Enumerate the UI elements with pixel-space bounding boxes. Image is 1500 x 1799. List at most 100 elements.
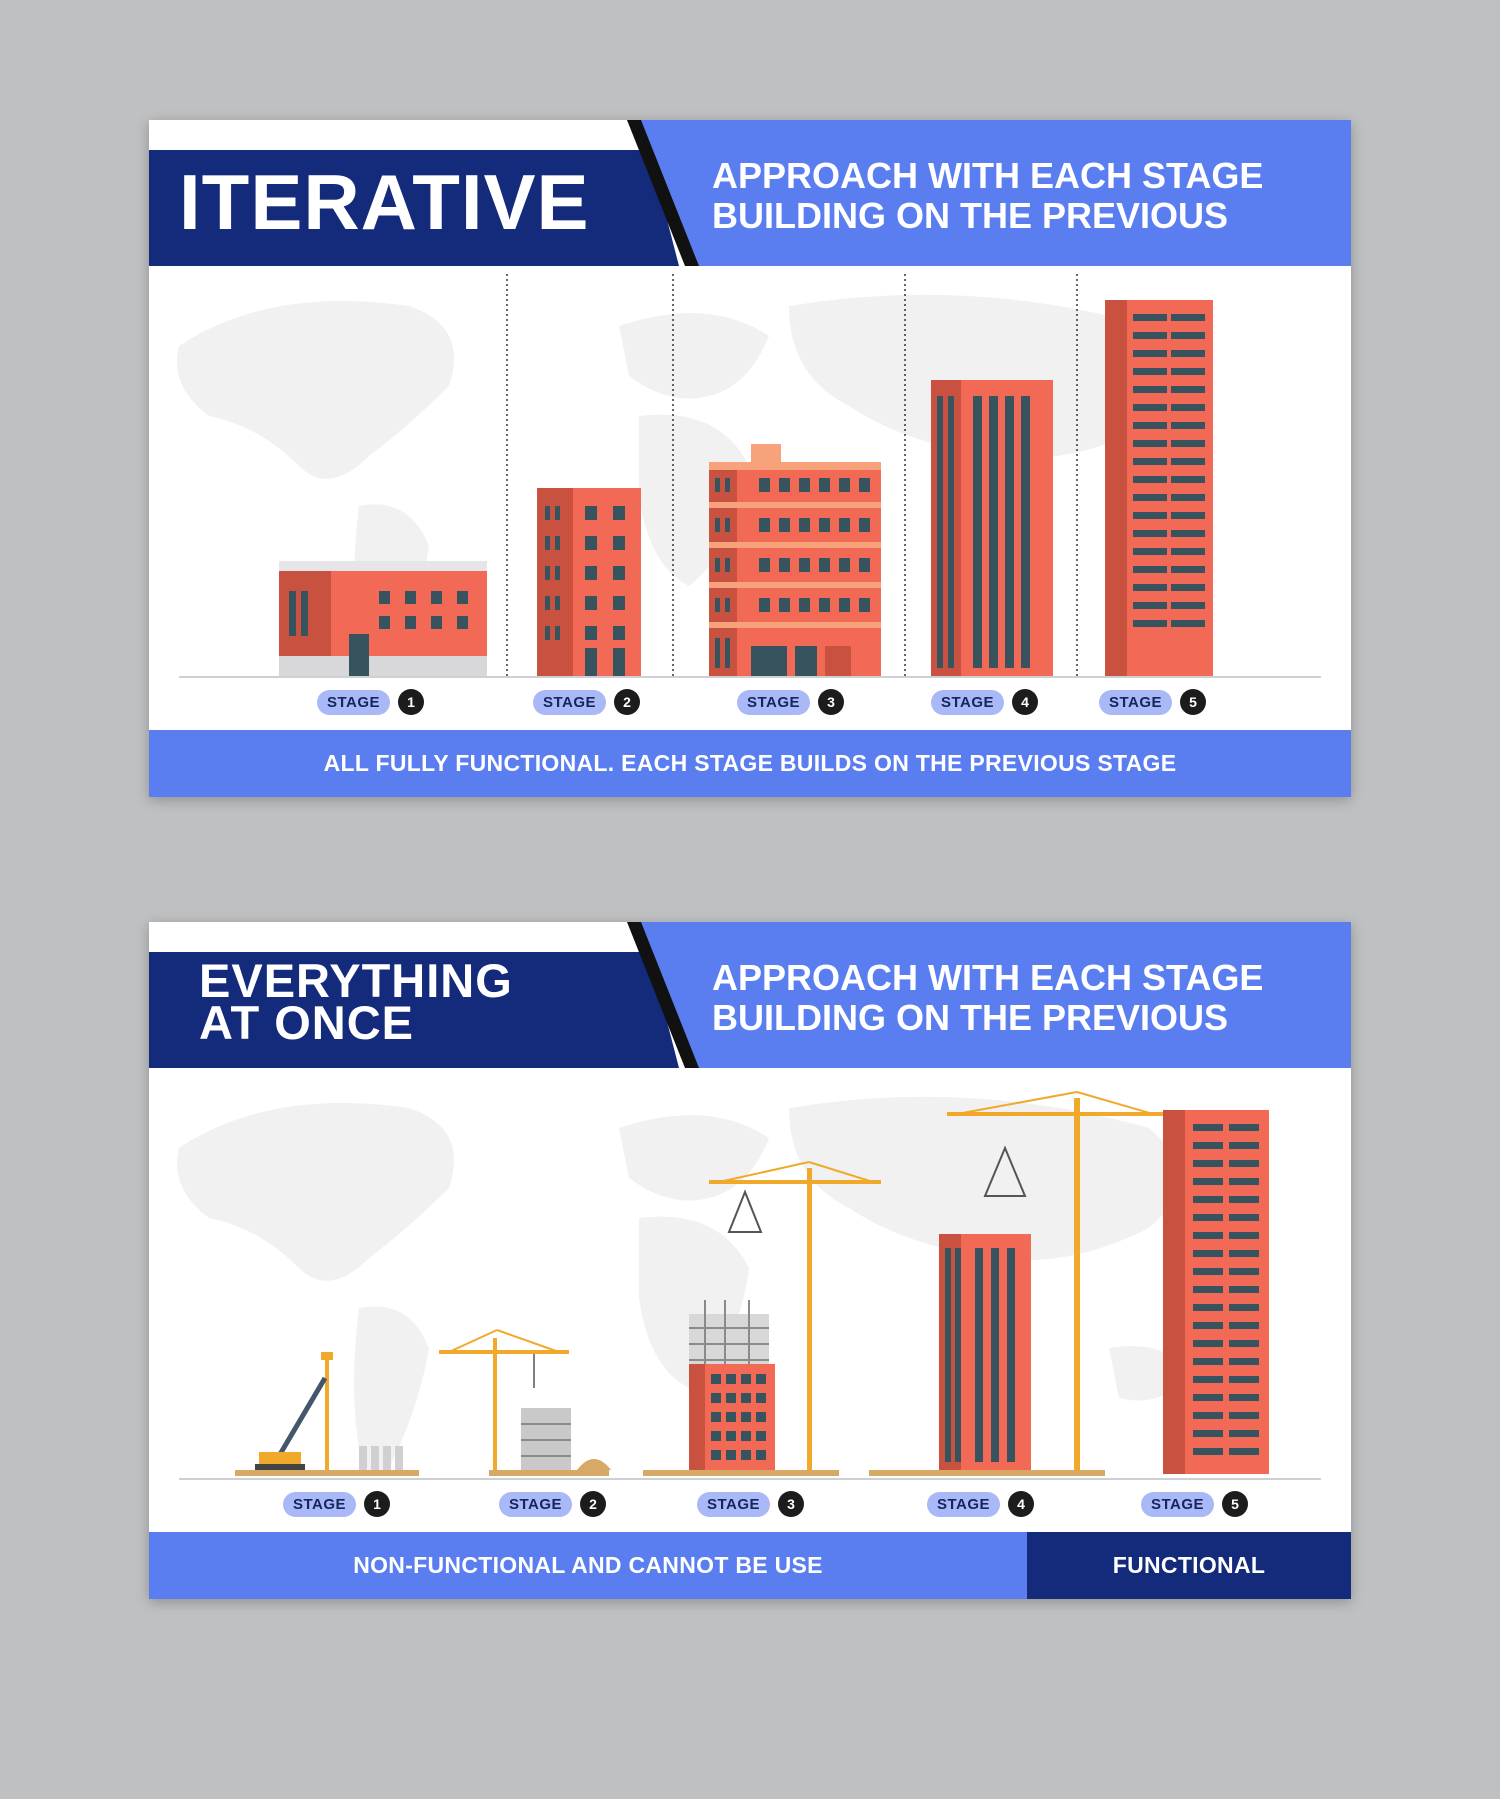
window	[1171, 440, 1205, 447]
window	[799, 558, 810, 572]
window	[741, 1412, 751, 1422]
stage-label-4: STAGE 4	[931, 688, 1039, 716]
window	[741, 1431, 751, 1441]
window	[799, 598, 810, 612]
window	[1133, 476, 1167, 483]
window	[1229, 1430, 1259, 1437]
construction-stage-4	[869, 1091, 1163, 1476]
header-banner	[149, 120, 1351, 266]
window	[1193, 1250, 1223, 1257]
window	[859, 598, 870, 612]
window	[1193, 1394, 1223, 1401]
window	[1229, 1214, 1259, 1221]
stage-label-5: STAGE 5	[1099, 688, 1207, 716]
window	[1133, 530, 1167, 537]
window	[859, 478, 870, 492]
stage-number: 2	[580, 1491, 607, 1517]
window	[711, 1412, 721, 1422]
window	[779, 558, 790, 572]
building-stage-4	[931, 380, 1053, 676]
stage-pill: STAGE	[927, 1491, 1001, 1517]
window	[741, 1393, 751, 1403]
window	[1133, 422, 1167, 429]
window	[756, 1412, 766, 1422]
stage-number: 5	[1222, 1491, 1249, 1517]
window	[1193, 1358, 1223, 1365]
window	[839, 518, 850, 532]
stage-pill: STAGE	[499, 1491, 573, 1517]
window	[1229, 1142, 1259, 1149]
iterative-card: ITERATIVE APPROACH WITH EACH STAGE BUILD…	[149, 120, 1351, 797]
window	[1229, 1394, 1259, 1401]
header-banner	[149, 922, 1351, 1068]
ground-line	[179, 676, 1321, 678]
window	[1229, 1160, 1259, 1167]
window	[1193, 1430, 1223, 1437]
window	[1193, 1340, 1223, 1347]
window	[779, 478, 790, 492]
window	[1171, 548, 1205, 555]
window	[1171, 386, 1205, 393]
window	[1171, 512, 1205, 519]
window	[711, 1450, 721, 1460]
window	[1229, 1448, 1259, 1455]
window	[1133, 512, 1167, 519]
stage-label-1: STAGE 1	[283, 1490, 391, 1518]
window	[1229, 1304, 1259, 1311]
window	[1193, 1214, 1223, 1221]
stage-label-3: STAGE 3	[697, 1490, 805, 1518]
subtitle-line-1: APPROACH WITH EACH STAGE	[712, 155, 1264, 196]
window	[1193, 1142, 1223, 1149]
window	[741, 1374, 751, 1384]
stage-number: 1	[364, 1491, 391, 1517]
window	[726, 1431, 736, 1441]
window	[1133, 566, 1167, 573]
window	[779, 598, 790, 612]
stage-label-2: STAGE 2	[533, 688, 641, 716]
stage-number: 3	[818, 689, 845, 715]
stage-label-4: STAGE 4	[927, 1490, 1035, 1518]
stage-label-5: STAGE 5	[1141, 1490, 1249, 1518]
window	[819, 558, 830, 572]
subtitle: APPROACH WITH EACH STAGE BUILDING ON THE…	[712, 156, 1342, 236]
window	[1193, 1322, 1223, 1329]
window	[1171, 620, 1205, 627]
window	[839, 558, 850, 572]
window	[1193, 1124, 1223, 1131]
stage-label-3: STAGE 3	[737, 688, 845, 716]
window	[1193, 1376, 1223, 1383]
window	[1171, 494, 1205, 501]
stage-pill: STAGE	[283, 1491, 357, 1517]
ground-line	[179, 1478, 1321, 1480]
window	[819, 598, 830, 612]
window	[1133, 386, 1167, 393]
page-title: EVERYTHING AT ONCE	[199, 954, 513, 1046]
window	[859, 558, 870, 572]
building-stage-1	[279, 561, 487, 676]
window	[711, 1374, 721, 1384]
stage-number: 4	[1008, 1491, 1035, 1517]
stage-number: 3	[778, 1491, 805, 1517]
subtitle-line-2: BUILDING ON THE PREVIOUS	[712, 195, 1229, 236]
stage-number: 1	[398, 689, 425, 715]
window	[1193, 1304, 1223, 1311]
stage-number: 5	[1180, 689, 1207, 715]
stage-pill: STAGE	[1099, 689, 1173, 715]
window	[711, 1393, 721, 1403]
window	[1193, 1268, 1223, 1275]
window	[799, 518, 810, 532]
construction-stage-2	[439, 1329, 611, 1476]
window	[1133, 314, 1167, 321]
stage-pill: STAGE	[737, 689, 811, 715]
window	[759, 598, 770, 612]
stage-label-2: STAGE 2	[499, 1490, 607, 1518]
window	[1229, 1250, 1259, 1257]
subtitle: APPROACH WITH EACH STAGE BUILDING ON THE…	[712, 958, 1342, 1038]
window	[819, 518, 830, 532]
window	[1171, 602, 1205, 609]
window	[1193, 1412, 1223, 1419]
window	[759, 478, 770, 492]
window	[1229, 1178, 1259, 1185]
title-line-1: EVERYTHING	[199, 954, 513, 1007]
window	[1229, 1286, 1259, 1293]
